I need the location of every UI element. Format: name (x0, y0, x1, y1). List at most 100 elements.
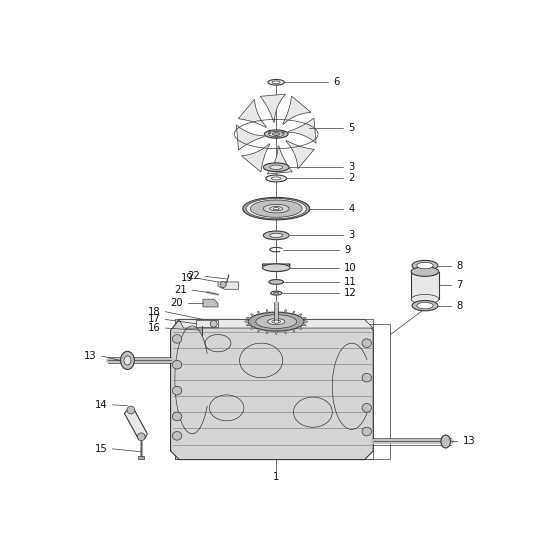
Text: 19: 19 (181, 273, 193, 283)
Ellipse shape (266, 175, 287, 182)
Text: 3: 3 (348, 230, 354, 240)
Ellipse shape (362, 374, 371, 382)
Ellipse shape (298, 326, 302, 329)
Text: 9: 9 (344, 245, 351, 255)
Ellipse shape (270, 233, 283, 237)
Ellipse shape (362, 404, 371, 412)
Text: 8: 8 (456, 301, 463, 311)
Text: 16: 16 (147, 323, 160, 333)
Text: 3: 3 (348, 162, 354, 172)
Ellipse shape (411, 267, 439, 276)
Ellipse shape (172, 432, 182, 440)
Text: 11: 11 (344, 277, 357, 287)
Ellipse shape (246, 324, 250, 326)
Text: 5: 5 (348, 123, 354, 133)
Text: 8: 8 (456, 260, 463, 270)
Ellipse shape (270, 165, 283, 169)
Text: 15: 15 (95, 444, 107, 454)
Circle shape (127, 406, 135, 414)
Ellipse shape (362, 427, 371, 436)
Ellipse shape (248, 312, 304, 331)
Polygon shape (197, 320, 218, 327)
Circle shape (282, 132, 284, 134)
Ellipse shape (273, 208, 279, 209)
Polygon shape (263, 264, 290, 272)
Ellipse shape (292, 329, 295, 332)
Ellipse shape (292, 311, 295, 315)
Circle shape (268, 132, 271, 134)
Polygon shape (179, 319, 373, 328)
Polygon shape (238, 99, 267, 128)
Text: 4: 4 (348, 204, 354, 213)
Ellipse shape (124, 356, 131, 365)
Ellipse shape (272, 133, 280, 136)
Bar (411, 272, 439, 299)
Ellipse shape (266, 330, 268, 334)
Ellipse shape (441, 435, 450, 448)
Ellipse shape (251, 314, 254, 317)
Ellipse shape (264, 130, 288, 138)
Ellipse shape (243, 198, 310, 220)
Text: 1: 1 (273, 472, 279, 482)
Ellipse shape (269, 132, 284, 137)
Ellipse shape (246, 317, 250, 319)
Text: 18: 18 (148, 307, 160, 317)
Ellipse shape (172, 361, 182, 369)
Text: 14: 14 (95, 400, 107, 410)
Ellipse shape (276, 309, 277, 313)
Ellipse shape (120, 351, 134, 370)
Ellipse shape (270, 207, 283, 211)
Text: 21: 21 (174, 285, 187, 295)
Ellipse shape (417, 262, 433, 269)
Circle shape (220, 282, 226, 287)
Polygon shape (267, 146, 292, 174)
Text: 22: 22 (187, 272, 200, 281)
Circle shape (275, 136, 278, 138)
Polygon shape (171, 319, 373, 460)
Text: 2: 2 (348, 174, 354, 184)
Ellipse shape (272, 177, 281, 180)
Polygon shape (283, 96, 311, 124)
Ellipse shape (270, 291, 282, 295)
Text: 10: 10 (344, 263, 357, 273)
Ellipse shape (362, 339, 371, 347)
Ellipse shape (245, 321, 249, 323)
Text: 6: 6 (333, 77, 339, 87)
Text: 13: 13 (84, 351, 96, 361)
Ellipse shape (269, 279, 283, 284)
Ellipse shape (172, 386, 182, 395)
Ellipse shape (412, 260, 438, 270)
Ellipse shape (246, 198, 306, 219)
Ellipse shape (258, 329, 260, 332)
Ellipse shape (258, 311, 260, 315)
Ellipse shape (263, 231, 289, 240)
Ellipse shape (304, 321, 307, 323)
Ellipse shape (284, 330, 286, 334)
Polygon shape (218, 282, 239, 290)
Ellipse shape (263, 264, 290, 272)
Polygon shape (286, 141, 314, 169)
Ellipse shape (272, 320, 281, 323)
Text: 17: 17 (147, 315, 160, 324)
Ellipse shape (263, 204, 289, 213)
Ellipse shape (256, 315, 297, 329)
Bar (138, 456, 144, 459)
Ellipse shape (251, 326, 254, 329)
Ellipse shape (412, 301, 438, 311)
Ellipse shape (268, 80, 284, 85)
Polygon shape (203, 299, 218, 307)
Polygon shape (236, 125, 264, 150)
Circle shape (210, 320, 217, 327)
Text: 13: 13 (463, 436, 475, 446)
Ellipse shape (272, 81, 280, 83)
Ellipse shape (172, 334, 182, 343)
Polygon shape (288, 118, 316, 143)
Ellipse shape (417, 302, 433, 309)
Ellipse shape (268, 319, 285, 325)
Polygon shape (260, 94, 286, 122)
Ellipse shape (172, 412, 182, 421)
Text: 7: 7 (456, 281, 463, 291)
Ellipse shape (266, 309, 268, 314)
Polygon shape (241, 144, 270, 172)
Ellipse shape (298, 314, 302, 317)
